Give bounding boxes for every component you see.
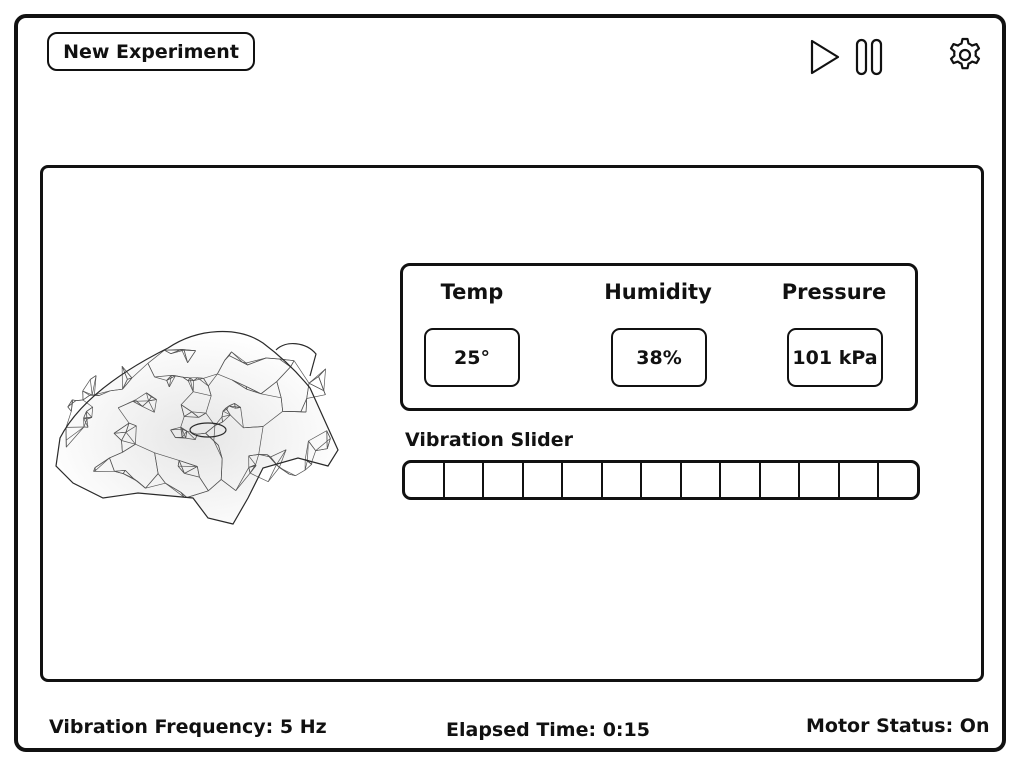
play-button[interactable] <box>809 38 841 76</box>
app-frame <box>14 14 1006 752</box>
vibration-slider-segment[interactable] <box>761 463 801 497</box>
play-icon <box>810 39 840 75</box>
pause-icon <box>855 38 883 76</box>
elapsed-time-status: Elapsed Time: 0:15 <box>446 719 650 741</box>
pressure-label: Pressure <box>781 280 887 304</box>
vibration-frequency-status: Vibration Frequency: 5 Hz <box>49 716 327 738</box>
temp-label: Temp <box>440 280 504 304</box>
humidity-label: Humidity <box>604 280 712 304</box>
humidity-value: 38% <box>611 328 707 387</box>
new-experiment-button[interactable]: New Experiment <box>47 32 255 71</box>
turtle-wireframe-model[interactable] <box>48 318 350 528</box>
vibration-slider-segment[interactable] <box>879 463 917 497</box>
vibration-slider-label: Vibration Slider <box>405 429 574 451</box>
vibration-slider-segment[interactable] <box>524 463 564 497</box>
settings-button[interactable] <box>946 36 984 74</box>
vibration-slider-segment[interactable] <box>721 463 761 497</box>
vibration-slider-segment[interactable] <box>445 463 485 497</box>
motor-status: Motor Status: On <box>806 715 990 737</box>
vibration-slider-segment[interactable] <box>800 463 840 497</box>
vibration-slider-segment[interactable] <box>840 463 880 497</box>
vibration-slider-segment[interactable] <box>603 463 643 497</box>
pause-button[interactable] <box>855 38 885 76</box>
vibration-slider[interactable] <box>402 460 920 500</box>
main-panel <box>40 165 984 682</box>
gear-icon <box>949 37 981 70</box>
vibration-slider-segment[interactable] <box>642 463 682 497</box>
temp-value: 25° <box>424 328 520 387</box>
vibration-slider-segment[interactable] <box>484 463 524 497</box>
vibration-slider-segment[interactable] <box>405 463 445 497</box>
pressure-value: 101 kPa <box>787 328 883 387</box>
vibration-slider-segment[interactable] <box>682 463 722 497</box>
vibration-slider-segment[interactable] <box>563 463 603 497</box>
turtle-wireframe-image <box>55 330 339 525</box>
sensor-panel <box>400 263 918 411</box>
